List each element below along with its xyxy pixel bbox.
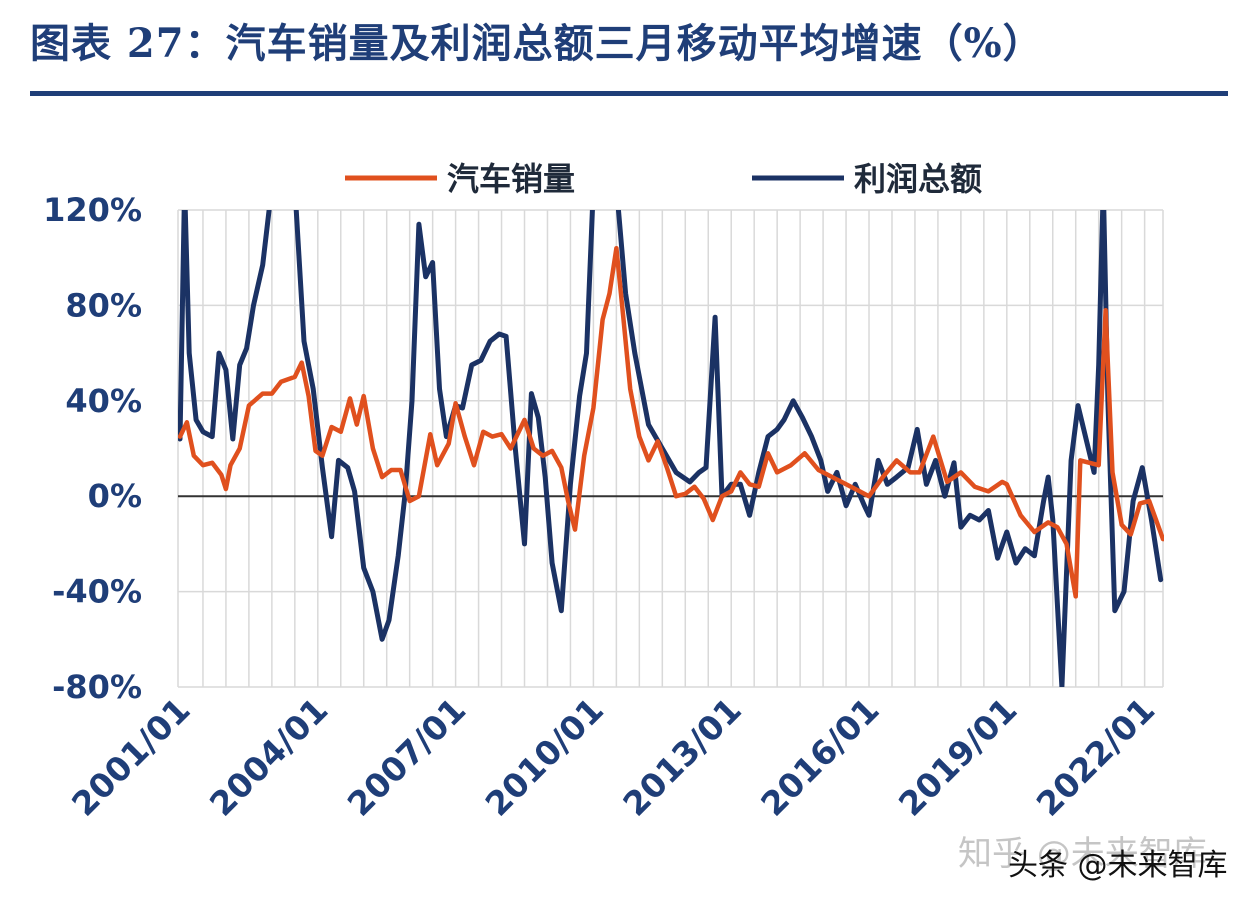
x-tick-label: 2007/01 bbox=[340, 690, 474, 824]
series-group bbox=[178, 210, 1164, 687]
y-tick-label: -80% bbox=[52, 668, 142, 706]
sales-line bbox=[178, 245, 1164, 599]
y-axis-labels: 120% 80% 40% 0% -40% -80% bbox=[43, 191, 142, 706]
y-tick-label: 40% bbox=[65, 382, 142, 420]
legend: 汽车销量 利润总额 bbox=[345, 160, 982, 198]
x-tick-label: 2019/01 bbox=[891, 690, 1025, 824]
y-tick-label: -40% bbox=[52, 573, 142, 611]
legend-profit-label: 利润总额 bbox=[854, 160, 982, 198]
x-tick-label: 2022/01 bbox=[1029, 690, 1163, 824]
legend-sales-label: 汽车销量 bbox=[447, 160, 575, 198]
x-axis-labels: 2001/01 2004/01 2007/01 2010/01 2013/01 2016/… bbox=[64, 690, 1162, 824]
chart-title: 图表 27：汽车销量及利润总额三月移动平均增速（%） bbox=[30, 20, 1044, 67]
watermark-toutiao: 头条 @未来智库 bbox=[1008, 848, 1228, 883]
title-divider bbox=[30, 91, 1228, 96]
y-tick-label: 0% bbox=[88, 477, 142, 515]
y-tick-label: 120% bbox=[43, 191, 142, 229]
x-tick-label: 2001/01 bbox=[64, 690, 198, 824]
x-tick-label: 2016/01 bbox=[753, 690, 887, 824]
watermark-zhihu: 知乎 @未来智库 bbox=[958, 834, 1207, 874]
x-tick-label: 2010/01 bbox=[478, 690, 612, 824]
chart: 120% 80% 40% 0% -40% -80% 2001/01 2004/01 2007/… bbox=[43, 160, 1164, 824]
x-tick-label: 2013/01 bbox=[615, 690, 749, 824]
x-tick-label: 2004/01 bbox=[202, 690, 336, 824]
y-tick-label: 80% bbox=[65, 286, 142, 324]
